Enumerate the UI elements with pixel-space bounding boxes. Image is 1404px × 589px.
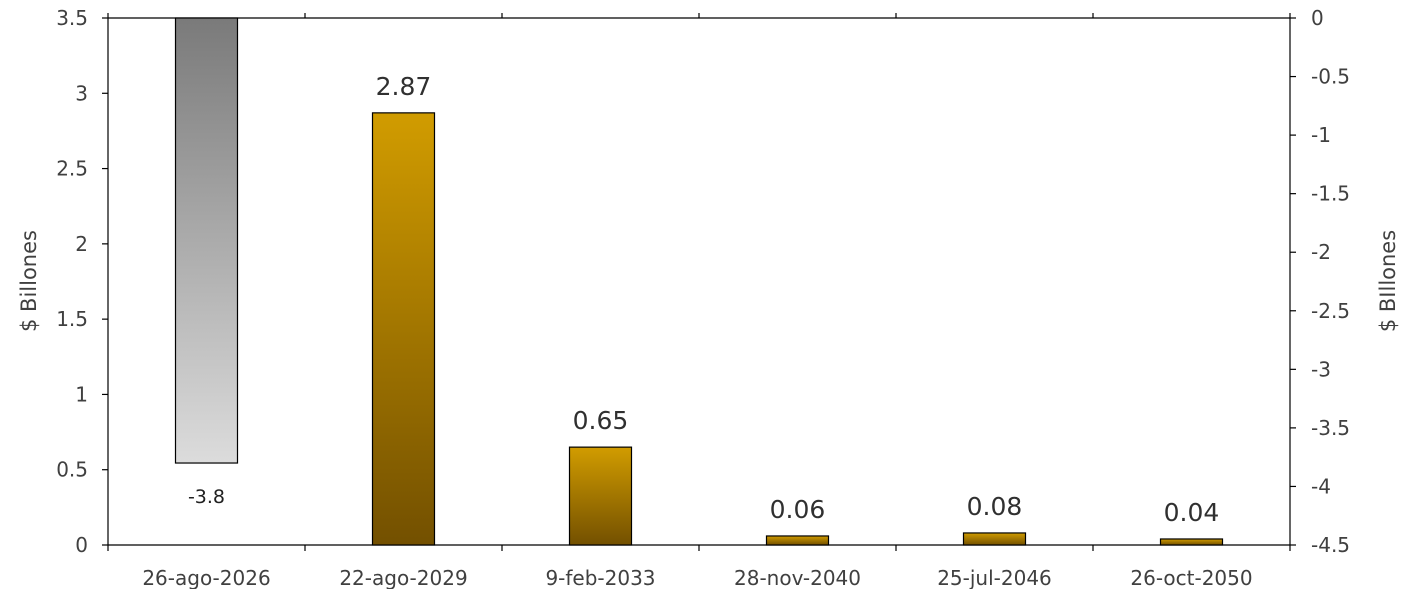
y-tick-label-right: -4.5 (1311, 533, 1350, 557)
y-tick-label-right: -4 (1311, 474, 1331, 498)
y-tick-label-left: 0.5 (56, 458, 88, 482)
y-tick-label-left: 2 (75, 232, 88, 256)
y-tick-label-left: 3 (75, 81, 88, 105)
data-label: 0.65 (573, 406, 629, 435)
bar (174, 17, 239, 464)
y-tick-label-right: -2.5 (1311, 299, 1350, 323)
data-label: 0.04 (1164, 498, 1220, 527)
bars (174, 17, 1224, 546)
y-tick-label-left: 0 (75, 533, 88, 557)
data-label: 0.06 (770, 495, 826, 524)
y-axis-title-left: $ Billones (17, 230, 41, 332)
y-tick-label-left: 2.5 (56, 157, 88, 181)
y-tick-label-right: -1 (1311, 123, 1331, 147)
x-tick-label: 9-feb-2033 (545, 566, 655, 589)
y-tick-label-right: -0.5 (1311, 65, 1350, 89)
y-tick-label-right: 0 (1311, 6, 1324, 30)
y-tick-label-left: 1 (75, 382, 88, 406)
y-tick-label-left: 3.5 (56, 6, 88, 30)
y-tick-label-right: -1.5 (1311, 182, 1350, 206)
x-tick-label: 26-oct-2050 (1130, 566, 1252, 589)
y-tick-label-right: -3 (1311, 357, 1331, 381)
data-label: 0.08 (967, 492, 1023, 521)
y-tick-label-right: -2 (1311, 240, 1331, 264)
x-tick-label: 22-ago-2029 (339, 566, 467, 589)
bar (371, 112, 436, 546)
x-tick-label: 28-nov-2040 (734, 566, 861, 589)
y-tick-label-right: -3.5 (1311, 416, 1350, 440)
data-labels: -3.8 2.87 0.65 0.06 0.08 0.04 (188, 72, 1219, 527)
y-tick-label-left: 1.5 (56, 307, 88, 331)
x-tick-label: 26-ago-2026 (142, 566, 270, 589)
data-label: -3.8 (188, 486, 225, 508)
bar (962, 532, 1027, 546)
data-label: 2.87 (376, 72, 432, 101)
axes: 26-ago-2026 22-ago-2029 9-feb-2033 28-nov-2… (56, 6, 1350, 589)
bar (765, 535, 830, 546)
bar (568, 446, 633, 546)
x-tick-label: 25-jul-2046 (937, 566, 1052, 589)
y-axis-title-right: $ BIllones (1376, 230, 1400, 332)
bar (1159, 538, 1224, 546)
